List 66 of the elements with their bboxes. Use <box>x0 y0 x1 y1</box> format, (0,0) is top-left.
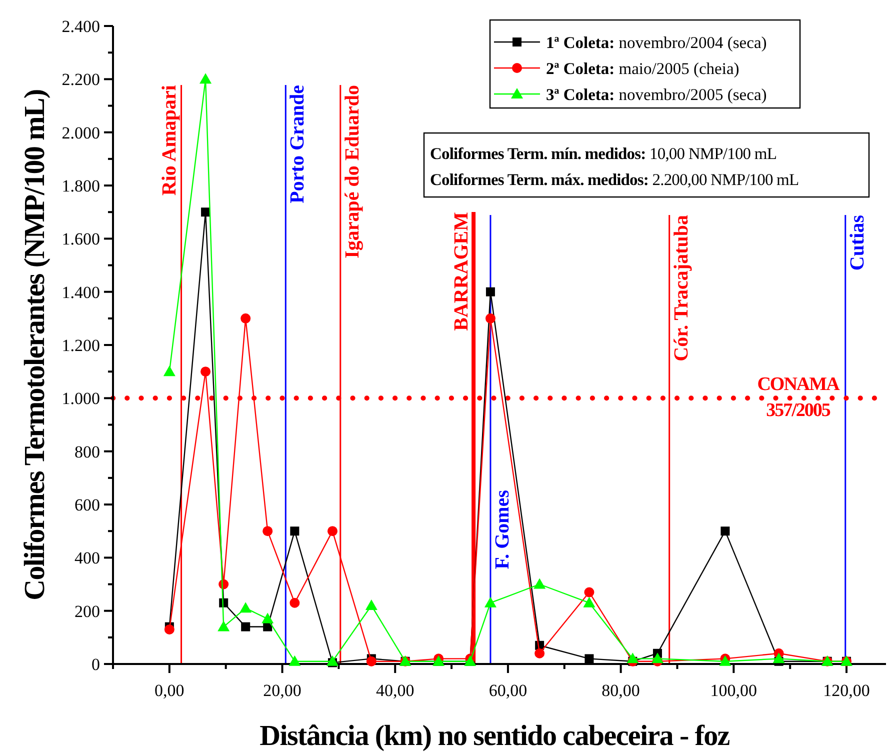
note-box: Coliformes Term. mín. medidos: 10,00 NMP/100 mL Coliformes Term. máx. medidos: 2.200,00 NMP/100 mL <box>423 132 870 198</box>
point <box>290 526 300 536</box>
point <box>720 526 730 536</box>
y-tick-label: 1.400 <box>62 282 100 302</box>
legend-label: 3ª Coleta: novembro/2005 (seca) <box>546 85 767 104</box>
point <box>584 587 594 598</box>
x-tick-label: 100,00 <box>710 681 758 700</box>
point <box>626 652 639 664</box>
point <box>365 600 378 610</box>
y-tick-label: 1.200 <box>62 336 100 355</box>
y-tick-label: 600 <box>74 496 100 514</box>
x-tick-label: 20,00 <box>263 681 302 700</box>
point <box>366 656 376 666</box>
point <box>584 654 594 664</box>
point <box>327 526 338 536</box>
ref-line-label: Porto Grande <box>286 84 309 204</box>
ref-line-label: F. Gomes <box>491 490 514 570</box>
ref-line-label: Cór. Tracajatuba <box>670 215 692 362</box>
point <box>240 313 251 324</box>
x-tick-label: 120,00 <box>823 681 870 700</box>
ref-line-label: Rio Amapari <box>158 84 180 196</box>
point <box>240 602 252 613</box>
y-tick-label: 800 <box>74 442 100 462</box>
point <box>534 648 545 658</box>
y-axis-title: Coliformes Termotolerantes (NMP/100 mL) <box>19 89 51 600</box>
y-tick-label: 1.800 <box>62 176 100 196</box>
ref-line-label: BARRAGEM <box>450 212 473 331</box>
annotation: Coliformes Term. máx. medidos: 2.200,00 NMP/100 mL <box>430 170 799 189</box>
ref-line-label: Cutias <box>846 214 868 271</box>
y-tick-label: 200 <box>74 602 100 621</box>
point <box>163 366 176 376</box>
point <box>583 596 596 608</box>
point <box>486 287 495 296</box>
y-tick-label: 2.000 <box>62 123 100 142</box>
point <box>262 526 273 536</box>
legend-label: 1ª Coleta: novembro/2004 (seca) <box>546 33 767 52</box>
y-tick-label: 2.400 <box>62 17 100 36</box>
x-tick-label: 60,00 <box>488 681 528 700</box>
y-tick-label: 1.600 <box>62 230 100 249</box>
point <box>326 655 338 666</box>
point <box>200 366 211 377</box>
point <box>288 655 301 666</box>
point <box>772 652 785 664</box>
point <box>651 652 664 664</box>
ref-line-label: CONAMA 357/2005 <box>757 374 840 422</box>
annotation: Coliformes Term. mín. medidos: 10,00 NMP/100 mL <box>430 144 777 163</box>
point <box>201 208 210 217</box>
x-tick-label: 80,00 <box>602 681 640 700</box>
point <box>484 596 496 608</box>
point <box>290 598 300 608</box>
point <box>262 612 274 624</box>
point <box>218 620 230 632</box>
point <box>241 622 250 632</box>
y-tick-label: 0 <box>92 655 100 674</box>
x-tick-label: 40,00 <box>376 681 414 700</box>
point <box>164 624 174 634</box>
point <box>534 578 546 589</box>
y-tick-label: 400 <box>74 548 100 568</box>
legend-label: 2ª Coleta: maio/2005 (cheia) <box>546 59 740 78</box>
y-tick-label: 1.000 <box>62 389 100 408</box>
x-tick-label: 0,00 <box>154 681 184 700</box>
ref-line-label: Igarapé do Eduardo <box>341 85 364 258</box>
y-tick-label: 2.200 <box>62 70 100 90</box>
point <box>200 73 212 84</box>
point <box>485 313 496 324</box>
x-axis-title: Distância (km) no sentido cabeceira - foz <box>260 720 730 752</box>
